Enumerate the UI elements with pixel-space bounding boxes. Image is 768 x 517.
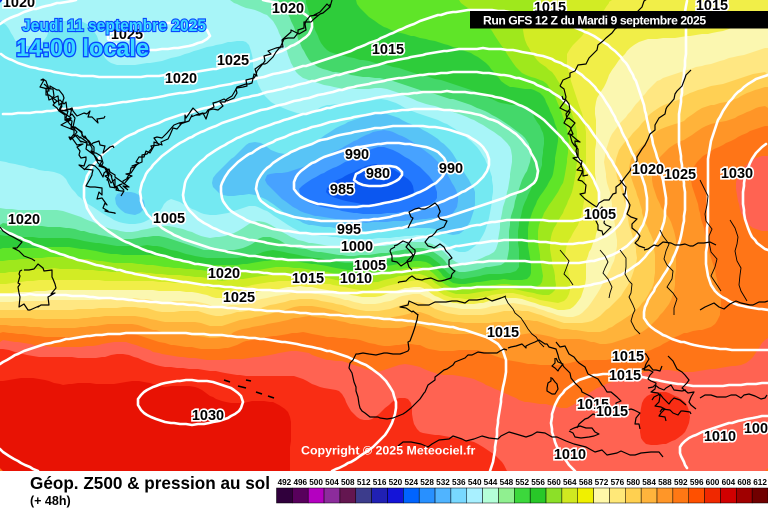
svg-text:532: 532: [436, 478, 450, 487]
svg-text:1010: 1010: [340, 271, 372, 287]
svg-text:576: 576: [611, 478, 625, 487]
svg-text:995: 995: [337, 222, 361, 238]
svg-text:568: 568: [579, 478, 593, 487]
svg-text:1015: 1015: [372, 42, 404, 58]
svg-text:(+ 48h): (+ 48h): [30, 494, 71, 508]
svg-text:990: 990: [439, 161, 463, 177]
svg-text:1015: 1015: [612, 349, 644, 365]
svg-text:600: 600: [706, 478, 720, 487]
svg-text:1010: 1010: [554, 447, 586, 463]
svg-text:524: 524: [404, 478, 418, 487]
svg-text:14:00 locale: 14:00 locale: [16, 35, 149, 62]
svg-text:584: 584: [642, 478, 656, 487]
svg-text:496: 496: [293, 478, 307, 487]
svg-text:1025: 1025: [664, 167, 696, 183]
svg-text:604: 604: [722, 478, 736, 487]
svg-text:1010: 1010: [704, 429, 736, 445]
svg-text:596: 596: [690, 478, 704, 487]
svg-text:Run GFS 12 Z du Mardi 9 septem: Run GFS 12 Z du Mardi 9 septembre 2025: [483, 14, 706, 28]
svg-text:Copyright © 2025 Meteociel.fr: Copyright © 2025 Meteociel.fr: [301, 444, 476, 458]
svg-text:544: 544: [484, 478, 498, 487]
svg-text:580: 580: [626, 478, 640, 487]
svg-text:572: 572: [595, 478, 609, 487]
svg-text:Jeudi 11 septembre 2025: Jeudi 11 septembre 2025: [22, 16, 206, 35]
svg-text:990: 990: [345, 147, 369, 163]
svg-text:1020: 1020: [8, 212, 40, 228]
svg-text:1030: 1030: [721, 166, 753, 182]
svg-text:980: 980: [366, 166, 390, 182]
svg-text:556: 556: [531, 478, 545, 487]
svg-text:1005: 1005: [584, 207, 616, 223]
svg-text:516: 516: [373, 478, 387, 487]
svg-text:612: 612: [753, 478, 767, 487]
svg-text:1020: 1020: [272, 1, 304, 17]
svg-text:1005: 1005: [153, 211, 185, 227]
svg-text:540: 540: [468, 478, 482, 487]
svg-text:1000: 1000: [341, 239, 373, 255]
svg-text:1020: 1020: [208, 266, 240, 282]
svg-text:492: 492: [278, 478, 292, 487]
svg-text:592: 592: [674, 478, 688, 487]
svg-text:500: 500: [309, 478, 323, 487]
svg-text:1015: 1015: [596, 404, 628, 420]
svg-text:552: 552: [515, 478, 529, 487]
svg-text:548: 548: [500, 478, 514, 487]
svg-text:528: 528: [420, 478, 434, 487]
svg-text:1030: 1030: [192, 408, 224, 424]
svg-text:1020: 1020: [632, 162, 664, 178]
svg-text:536: 536: [452, 478, 466, 487]
svg-text:512: 512: [357, 478, 371, 487]
svg-text:1025: 1025: [111, 27, 143, 43]
svg-text:1015: 1015: [487, 325, 519, 341]
svg-text:Géop. Z500 & pression au sol: Géop. Z500 & pression au sol: [30, 473, 270, 493]
svg-text:588: 588: [658, 478, 672, 487]
svg-text:520: 520: [389, 478, 403, 487]
svg-text:1020: 1020: [3, 0, 35, 11]
svg-text:560: 560: [547, 478, 561, 487]
svg-text:1015: 1015: [577, 397, 609, 413]
svg-text:564: 564: [563, 478, 577, 487]
svg-text:1025: 1025: [217, 53, 249, 69]
svg-text:1020: 1020: [165, 71, 197, 87]
svg-text:1015: 1015: [292, 271, 324, 287]
svg-text:508: 508: [341, 478, 355, 487]
svg-text:1005: 1005: [744, 421, 768, 437]
svg-text:504: 504: [325, 478, 339, 487]
svg-text:1005: 1005: [354, 258, 386, 274]
svg-text:1025: 1025: [223, 290, 255, 306]
svg-text:608: 608: [737, 478, 751, 487]
svg-text:985: 985: [330, 182, 354, 198]
svg-text:1015: 1015: [609, 368, 641, 384]
